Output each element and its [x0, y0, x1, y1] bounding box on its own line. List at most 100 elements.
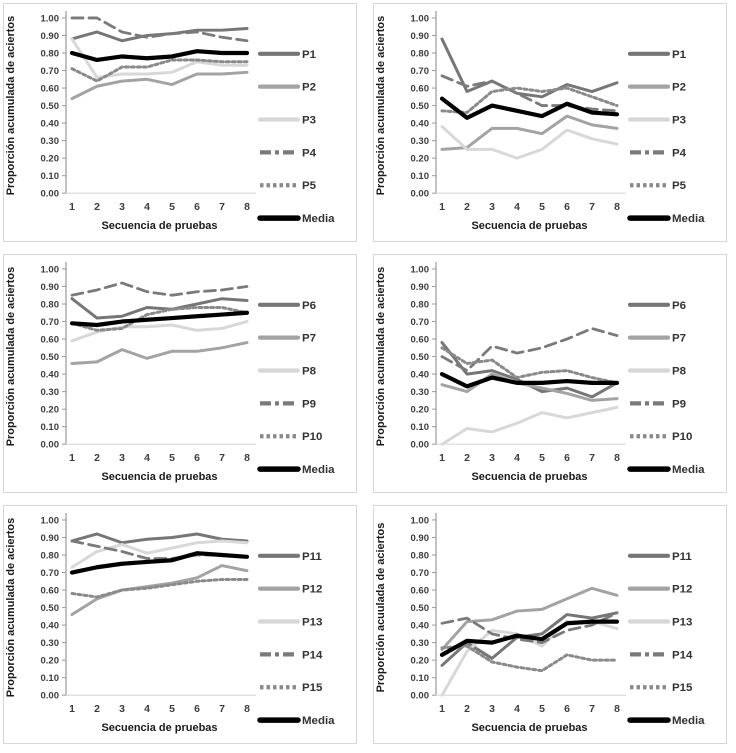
- series-line-P4: [70, 16, 249, 43]
- x-axis-title: Secuencia de pruebas: [471, 220, 587, 232]
- x-tick-label: 3: [489, 704, 495, 715]
- legend-label-P4: P4: [302, 147, 317, 159]
- x-tick-label: 3: [489, 202, 495, 213]
- y-tick-label: 0.40: [41, 370, 59, 381]
- legend-label-P9: P9: [302, 398, 316, 410]
- y-tick-label: 0.90: [41, 31, 59, 42]
- x-tick-label: 6: [194, 202, 200, 213]
- x-axis-title: Secuencia de pruebas: [471, 722, 587, 734]
- legend-label-P15: P15: [672, 682, 693, 694]
- series-line-P11: [70, 532, 249, 545]
- legend-label-Media: Media: [672, 464, 705, 476]
- x-tick-label: 1: [439, 704, 445, 715]
- y-tick-label: 0.80: [411, 48, 429, 59]
- x-tick-label: 5: [169, 453, 175, 464]
- series-line-P2: [70, 70, 249, 101]
- x-tick-label: 4: [144, 704, 150, 715]
- series-line-P8: [440, 405, 619, 446]
- y-tick-label: 1.00: [41, 13, 59, 24]
- series-line-P15: [440, 644, 619, 673]
- x-tick-label: 8: [244, 704, 250, 715]
- x-tick-label: 2: [94, 704, 100, 715]
- y-tick-label: 0.30: [411, 136, 429, 147]
- y-axis-title: Proporción acumulada de aciertos: [5, 16, 17, 195]
- y-tick-label: 0.80: [41, 550, 59, 561]
- y-tick-label: 0.20: [411, 656, 429, 667]
- y-tick-label: 0.30: [411, 387, 429, 398]
- y-tick-label: 1.00: [411, 13, 429, 24]
- legend-label-P14: P14: [672, 649, 693, 661]
- legend-label-P13: P13: [672, 617, 692, 629]
- y-tick-label: 0.40: [411, 119, 429, 130]
- y-tick-label: 0.30: [41, 387, 59, 398]
- y-axis-title: Proporción acumulada de aciertos: [5, 518, 17, 697]
- x-tick-label: 5: [169, 202, 175, 213]
- y-tick-label: 0.90: [41, 282, 59, 293]
- y-axis-title: Proporción acumulada de aciertos: [375, 16, 387, 195]
- y-tick-label: 0.20: [41, 154, 59, 165]
- y-tick-label: 0.40: [411, 621, 429, 632]
- series-line-P7: [440, 372, 619, 402]
- y-tick-label: 0.60: [411, 335, 429, 346]
- y-tick-label: 1.00: [411, 264, 429, 275]
- y-tick-label: 0.50: [411, 603, 429, 614]
- y-tick-label: 0.60: [41, 84, 59, 95]
- legend-label-P5: P5: [672, 180, 687, 192]
- y-tick-label: 0.70: [41, 66, 59, 77]
- x-tick-label: 1: [69, 453, 75, 464]
- x-tick-label: 2: [464, 202, 470, 213]
- y-tick-label: 0.90: [411, 533, 429, 544]
- x-tick-label: 2: [464, 704, 470, 715]
- legend-label-P2: P2: [672, 82, 686, 94]
- y-tick-label: 0.00: [411, 189, 429, 200]
- y-tick-label: 0.50: [411, 101, 429, 112]
- legend-label-P6: P6: [672, 300, 686, 312]
- x-tick-label: 7: [589, 202, 595, 213]
- y-tick-label: 0.10: [411, 171, 429, 182]
- y-tick-label: 0.80: [41, 48, 59, 59]
- y-tick-label: 1.00: [411, 515, 429, 526]
- y-tick-label: 0.90: [411, 282, 429, 293]
- y-tick-label: 0.30: [41, 136, 59, 147]
- x-tick-label: 5: [539, 704, 545, 715]
- x-tick-label: 3: [119, 453, 125, 464]
- legend-label-P7: P7: [672, 333, 686, 345]
- legend-label-P3: P3: [302, 115, 316, 127]
- x-tick-label: 4: [514, 704, 520, 715]
- x-tick-label: 4: [514, 453, 520, 464]
- x-tick-label: 6: [564, 202, 570, 213]
- y-tick-label: 0.50: [411, 352, 429, 363]
- series-line-P7: [70, 341, 249, 366]
- chart-panel-top-left: 0.00 0.10 0.20 0.30 0.40 0.50 0.60 0.70 0.80 0.90…: [3, 3, 357, 242]
- legend-label-Media: Media: [302, 715, 335, 727]
- y-tick-label: 0.60: [411, 84, 429, 95]
- series-line-Media: [69, 49, 250, 63]
- y-tick-label: 0.60: [41, 335, 59, 346]
- legend-label-P11: P11: [302, 551, 322, 563]
- series-line-P13: [70, 539, 249, 569]
- series-line-P5: [440, 86, 619, 115]
- legend-label-P4: P4: [672, 147, 687, 159]
- chart-panel-bottom-left: 0.00 0.10 0.20 0.30 0.40 0.50 0.60 0.70 0.80 0.90…: [3, 505, 357, 744]
- x-axis-title: Secuencia de pruebas: [101, 471, 217, 483]
- series-line-P14: [440, 611, 619, 645]
- y-tick-label: 0.50: [41, 352, 59, 363]
- legend-label-P8: P8: [672, 366, 687, 378]
- x-tick-label: 7: [589, 704, 595, 715]
- series-line-P2: [440, 114, 619, 151]
- y-tick-label: 0.60: [411, 586, 429, 597]
- legend-label-P7: P7: [302, 333, 316, 345]
- series-line-Media: [439, 96, 620, 120]
- legend-label-P12: P12: [302, 584, 322, 596]
- legend-label-P8: P8: [302, 366, 317, 378]
- x-tick-label: 5: [169, 704, 175, 715]
- y-tick-label: 0.70: [41, 317, 59, 328]
- line-chart-p11-p15-group-b: 0.00 0.10 0.20 0.30 0.40 0.50 0.60 0.70 0.80 0.90…: [375, 512, 705, 734]
- line-chart-p11-p15-group-a: 0.00 0.10 0.20 0.30 0.40 0.50 0.60 0.70 0.80 0.90…: [5, 512, 335, 734]
- legend-label-P15: P15: [302, 682, 323, 694]
- legend-label-P6: P6: [302, 300, 316, 312]
- y-axis-title: Proporción acuulada de aciertos: [375, 523, 387, 693]
- x-tick-label: 3: [119, 202, 125, 213]
- x-axis-title: Secuencia de pruebas: [101, 722, 217, 734]
- series-line-P6: [70, 297, 249, 320]
